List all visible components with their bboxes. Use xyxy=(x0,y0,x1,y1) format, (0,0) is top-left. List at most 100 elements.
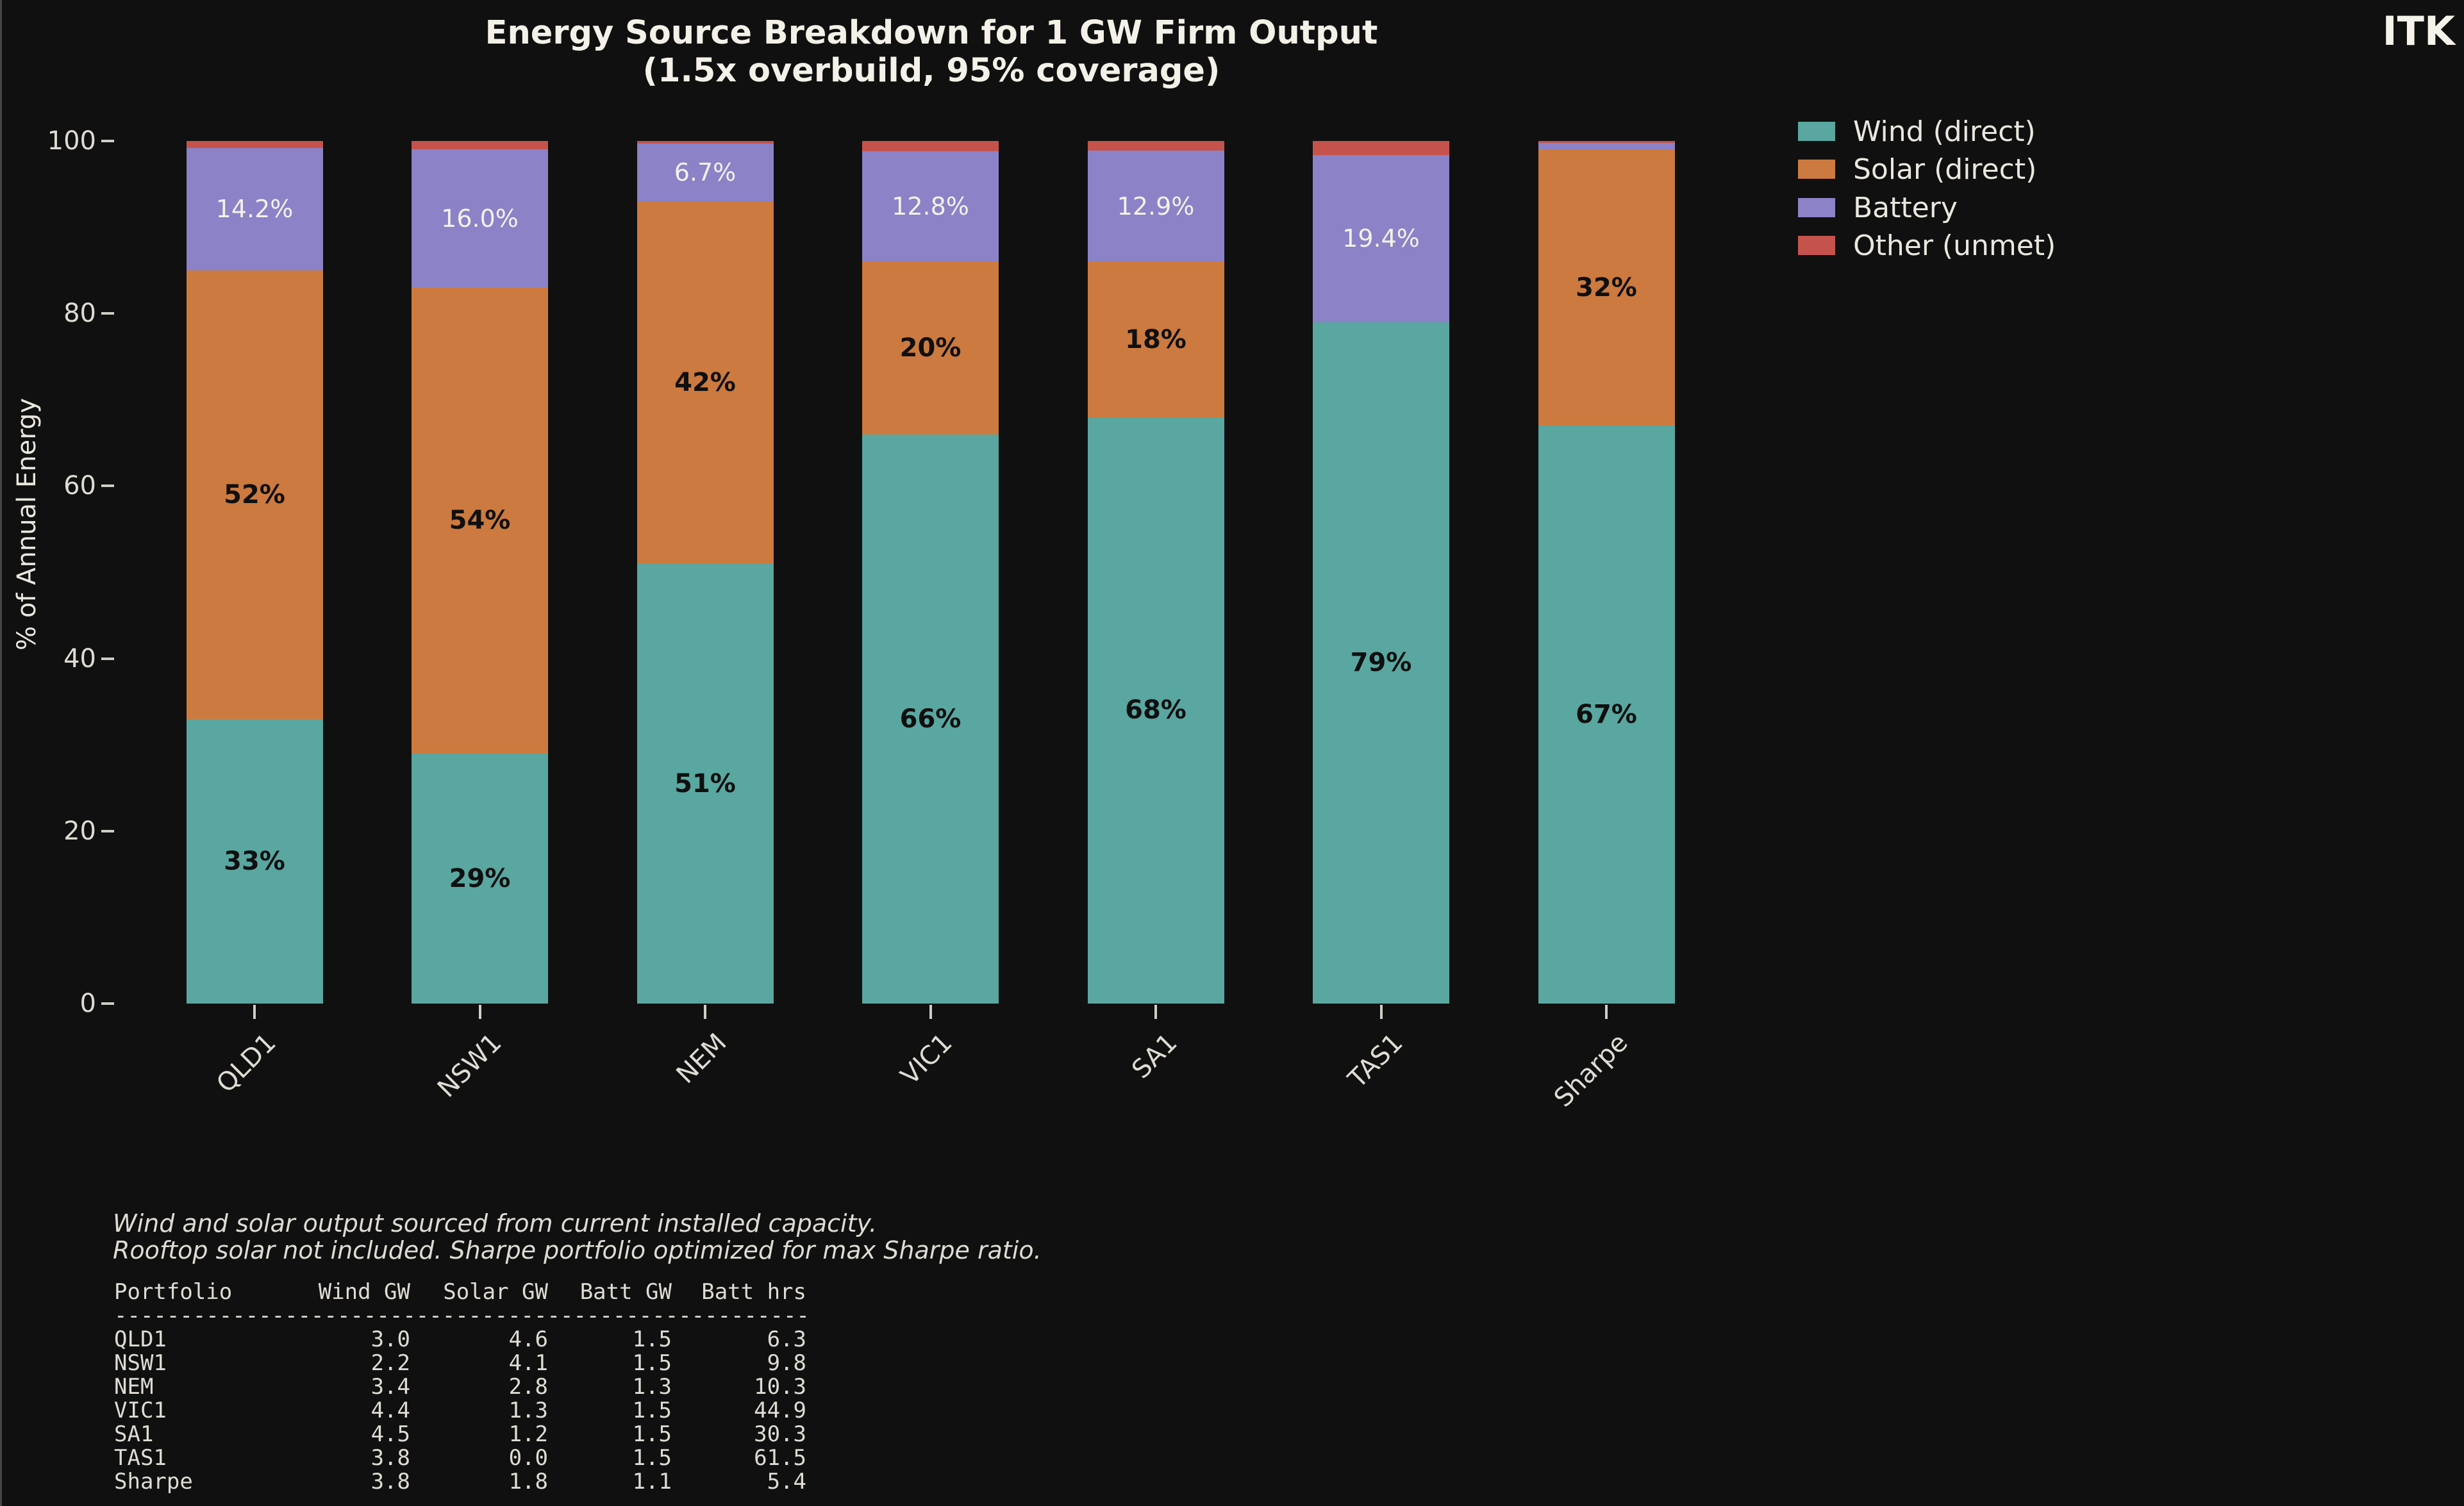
table-cell: 1.5 xyxy=(632,1327,672,1352)
x-tick-label: VIC1 xyxy=(895,1028,958,1091)
table-body: QLD1 3.0 4.6 1.5 6.3 NSW1 2.2 4.1 1.5 9.8 NEM 3.4 2.… xyxy=(114,1328,806,1494)
bar-segment xyxy=(637,144,774,202)
table-cell: 4.6 xyxy=(508,1327,548,1352)
bar-label: 29% xyxy=(449,863,511,893)
table-cell: NSW1 xyxy=(114,1350,167,1376)
table-cell: 2.8 xyxy=(508,1374,548,1400)
table-cell: 44.9 xyxy=(754,1398,806,1423)
x-tick-label: NSW1 xyxy=(431,1028,508,1104)
bar-segment xyxy=(1538,426,1675,1004)
bar-segment xyxy=(412,753,548,1004)
table-header-cell: Wind GW xyxy=(318,1279,410,1305)
table-cell: 10.3 xyxy=(754,1374,806,1400)
y-tick-label: 20 xyxy=(63,816,96,846)
bar-segment xyxy=(862,261,999,434)
table-cell: QLD1 xyxy=(114,1327,167,1352)
portfolio-table: Portfolio Wind GW Solar GW Batt GW Batt hrs … xyxy=(114,1280,806,1494)
table-cell: 4.4 xyxy=(370,1398,410,1423)
table-cell: 4.5 xyxy=(370,1421,410,1447)
bar-segment xyxy=(1087,261,1224,417)
bar-segment xyxy=(637,563,774,1004)
bar-segment xyxy=(412,149,548,288)
brand-logo: ITK xyxy=(2382,8,2455,54)
table-row: NEM 3.4 2.8 1.3 10.3 xyxy=(114,1375,806,1399)
chart-title: Energy Source Breakdown for 1 GW Firm Ou… xyxy=(485,14,1378,52)
bar-label: 6.7% xyxy=(674,158,737,187)
bar-segment xyxy=(1313,322,1449,1004)
table-header-cell: Batt hrs xyxy=(701,1279,806,1305)
table-cell: 1.5 xyxy=(632,1421,672,1447)
footnote-line: Wind and solar output sourced from curre… xyxy=(113,1209,878,1237)
bar-segment xyxy=(1538,142,1675,150)
table-cell: Sharpe xyxy=(114,1469,193,1494)
legend-label: Wind (direct) xyxy=(1853,115,2036,148)
bar-label: 12.8% xyxy=(892,192,969,221)
x-tick-mark xyxy=(1154,1005,1157,1019)
bar-label: 32% xyxy=(1576,272,1637,302)
y-tick-mark xyxy=(101,140,114,142)
chart-subtitle: (1.5x overbuild, 95% coverage) xyxy=(642,52,1220,90)
x-tick-label: NEM xyxy=(670,1028,733,1089)
bar-label: 19.4% xyxy=(1342,224,1420,253)
y-tick-mark xyxy=(101,1002,114,1005)
bar-segment xyxy=(1313,141,1449,155)
table-cell: 1.2 xyxy=(508,1421,548,1447)
bar-label: 16.0% xyxy=(441,204,519,233)
table-cell: 3.8 xyxy=(370,1469,410,1494)
table-cell: 3.4 xyxy=(370,1374,410,1400)
y-tick-mark xyxy=(101,312,114,315)
x-tick-label: SA1 xyxy=(1126,1028,1183,1085)
table-cell: 1.8 xyxy=(508,1469,548,1494)
table-cell: SA1 xyxy=(114,1421,154,1447)
bar-label: 20% xyxy=(899,333,961,363)
legend-item: Battery xyxy=(1798,191,1958,224)
bar-label: 52% xyxy=(224,479,285,509)
table-row: Sharpe 3.8 1.8 1.1 5.4 xyxy=(114,1470,806,1494)
table-row: TAS1 3.8 0.0 1.5 61.5 xyxy=(114,1446,806,1470)
bar-segment xyxy=(186,141,323,148)
bar-segment xyxy=(186,718,323,1004)
table-cell: 1.5 xyxy=(632,1350,672,1376)
legend-item: Wind (direct) xyxy=(1798,115,2036,148)
y-tick-label: 60 xyxy=(63,471,96,501)
table-row: VIC1 4.4 1.3 1.5 44.9 xyxy=(114,1399,806,1423)
table-cell: 6.3 xyxy=(767,1327,806,1352)
table-row: SA1 4.5 1.2 1.5 30.3 xyxy=(114,1423,806,1446)
table-cell: 1.1 xyxy=(632,1469,672,1494)
bar-label: 51% xyxy=(674,768,736,799)
x-tick-mark xyxy=(704,1005,706,1019)
table-cell: 9.8 xyxy=(767,1350,806,1376)
x-tick-mark xyxy=(929,1005,932,1019)
bar-segment xyxy=(1538,141,1675,143)
table-cell: 30.3 xyxy=(754,1421,806,1447)
bar-segment xyxy=(1313,154,1449,322)
y-tick-label: 80 xyxy=(63,299,96,329)
table-header-cell: Solar GW xyxy=(443,1279,548,1305)
bar-label: 18% xyxy=(1125,324,1186,354)
table-row: QLD1 3.0 4.6 1.5 6.3 xyxy=(114,1328,806,1352)
y-tick-mark xyxy=(101,829,114,832)
x-tick-mark xyxy=(1379,1005,1383,1019)
x-tick-mark xyxy=(478,1005,481,1019)
table-row: NSW1 2.2 4.1 1.5 9.8 xyxy=(114,1352,806,1375)
y-tick-label: 0 xyxy=(79,989,96,1018)
legend-label: Solar (direct) xyxy=(1853,153,2037,186)
footnotes: Wind and solar output sourced from curre… xyxy=(113,1210,1042,1264)
bar-segment xyxy=(186,147,323,270)
bar-segment xyxy=(1538,149,1675,426)
chart-title-block: Energy Source Breakdown for 1 GW Firm Ou… xyxy=(256,14,1606,90)
bar-label: 42% xyxy=(674,367,736,397)
bar-segment xyxy=(862,141,999,152)
table-cell: 3.8 xyxy=(370,1445,410,1471)
table-cell: 3.0 xyxy=(370,1327,410,1352)
bar-segment xyxy=(1087,150,1224,262)
table-cell: 1.3 xyxy=(632,1374,672,1400)
y-tick-mark xyxy=(101,484,114,488)
table-cell: 2.2 xyxy=(370,1350,410,1376)
footnote-line: Rooftop solar not included. Sharpe portf… xyxy=(113,1236,1042,1264)
bar-label: 14.2% xyxy=(215,195,294,224)
legend-swatch xyxy=(1798,236,1835,255)
table-cell: VIC1 xyxy=(114,1398,167,1423)
table-header-row: Portfolio Wind GW Solar GW Batt GW Batt hrs xyxy=(114,1280,806,1304)
y-tick-label: 40 xyxy=(63,643,96,674)
